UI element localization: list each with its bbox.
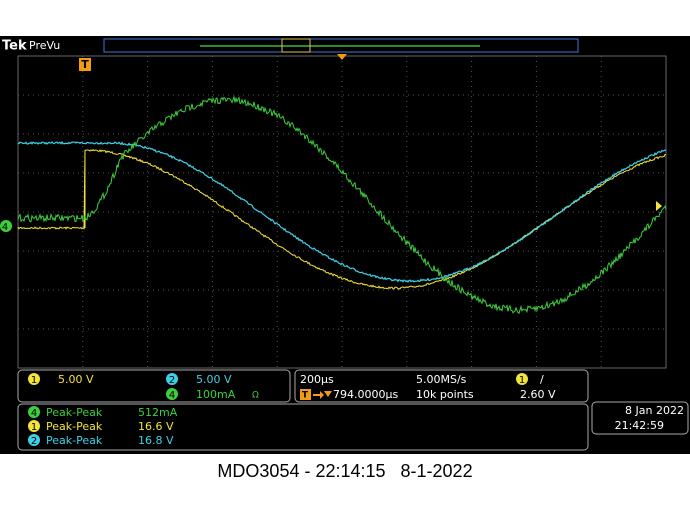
trigger-marker: T — [81, 58, 89, 71]
ch-badge — [28, 420, 40, 432]
trigger-level-marker — [656, 201, 662, 211]
measurement-label: Peak-Peak — [46, 434, 103, 447]
time: 21:42:59 — [615, 419, 664, 432]
measurements: 4 Peak-Peak 512mA 1 Peak-Peak 16.6 V 2 Peak-Pea… — [28, 406, 178, 447]
ch-number: 4 — [31, 408, 37, 419]
trigger-box — [79, 58, 91, 71]
graticule — [17, 55, 667, 369]
trigger-position-marker — [337, 54, 347, 60]
ch-badge — [166, 388, 178, 400]
measurement-panel — [17, 403, 589, 451]
horizontal-scale: 200µs — [300, 373, 334, 386]
measurement-value: 512mA — [138, 406, 178, 419]
trigger-level: 2.60 V — [520, 388, 556, 401]
date: 8 Jan 2022 — [625, 404, 684, 417]
channel-marker — [0, 220, 12, 232]
mode: PreVu — [29, 39, 60, 52]
ch-badge — [28, 434, 40, 446]
ch-number: 1 — [31, 375, 37, 386]
ch-icon: Ω — [252, 391, 259, 401]
trace-ch4 — [17, 95, 667, 314]
ch-scale: 5.00 V — [196, 373, 232, 386]
ch-badge — [166, 373, 178, 385]
arrow — [313, 391, 324, 399]
ch-number: 1 — [31, 422, 37, 433]
ch-number: 2 — [31, 436, 37, 447]
measurement-label: Peak-Peak — [46, 406, 103, 419]
ch-badge — [28, 373, 40, 385]
caption: MDO3054 - 22:14:15 8-1-2022 — [217, 461, 472, 481]
record-bar — [103, 38, 579, 53]
traces — [17, 95, 667, 314]
sample-rate: 5.00MS/s — [416, 373, 467, 386]
trace-ch2 — [17, 140, 666, 284]
trigger-box — [300, 389, 311, 400]
measurement-value: 16.6 V — [138, 420, 174, 433]
timebase-panel — [294, 369, 589, 403]
trigger-marker: T — [302, 391, 309, 401]
ch-scale: 5.00 V — [58, 373, 94, 386]
record-length: 10k points — [416, 388, 474, 401]
ch-scale: 100mA — [196, 388, 236, 401]
channel-marker-label: 4 — [2, 222, 8, 233]
ch-badge — [28, 406, 40, 418]
trigger-slope: / — [540, 373, 544, 386]
trigger-channel: 1 — [519, 375, 525, 386]
record-window — [281, 38, 311, 53]
ch-number: 4 — [169, 390, 175, 401]
arrow-down — [324, 391, 332, 397]
trigger-position: 794.0000µs — [333, 388, 398, 401]
channel-panel — [17, 369, 291, 403]
brand: Tek — [2, 39, 27, 54]
measurement-label: Peak-Peak — [46, 420, 103, 433]
ch-number: 2 — [169, 375, 175, 386]
date-panel — [591, 401, 689, 435]
measurement-value: 16.8 V — [138, 434, 174, 447]
ch-badge — [516, 373, 528, 385]
